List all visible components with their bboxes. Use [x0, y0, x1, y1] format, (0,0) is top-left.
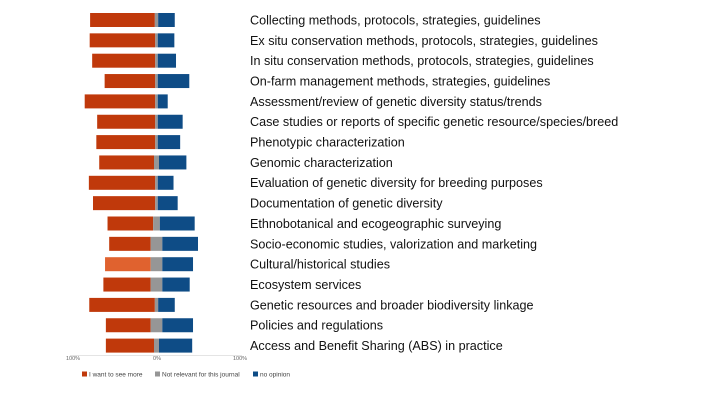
category-label: Ex situ conservation methods, protocols,…: [250, 34, 598, 48]
category-label: Collecting methods, protocols, strategie…: [250, 13, 541, 27]
category-label: Ethnobotanical and ecogeographic surveyi…: [250, 217, 501, 231]
bar-not-relevant: [155, 196, 158, 211]
bar-no-opinion: [158, 338, 193, 353]
category-label: Case studies or reports of specific gene…: [250, 115, 618, 129]
category-label: Cultural/historical studies: [250, 258, 390, 272]
bar-want-more: [90, 13, 155, 27]
bar-want-more: [105, 257, 151, 272]
category-label: Assessment/review of genetic diversity s…: [250, 95, 542, 109]
bar-want-more: [105, 318, 151, 333]
bar-not-relevant: [155, 135, 158, 150]
bar-no-opinion: [159, 216, 195, 231]
legend-label: I want to see more: [89, 372, 143, 379]
bar-want-more: [103, 277, 151, 292]
bar-no-opinion: [157, 94, 168, 109]
bar-not-relevant: [150, 257, 163, 272]
bar-no-opinion: [158, 155, 187, 170]
bar-not-relevant: [155, 53, 158, 68]
bar-no-opinion: [157, 196, 178, 211]
bar-want-more: [107, 216, 154, 231]
category-label: Policies and regulations: [250, 319, 383, 333]
bar-want-more: [89, 33, 156, 48]
bar-not-relevant: [155, 94, 158, 109]
bar-not-relevant: [150, 277, 163, 292]
bar-not-relevant: [154, 155, 159, 170]
bar-want-more: [97, 114, 156, 129]
legend-swatch: [155, 371, 160, 377]
bar-not-relevant: [153, 216, 160, 231]
bar-not-relevant: [154, 338, 159, 353]
category-label: Genomic characterization: [250, 156, 393, 170]
legend-swatch: [253, 371, 258, 377]
bar-want-more: [109, 236, 151, 251]
bar-not-relevant: [150, 236, 163, 251]
bar-not-relevant: [155, 74, 158, 89]
bar-not-relevant: [155, 33, 158, 48]
bar-want-more: [105, 338, 155, 353]
bar-no-opinion: [157, 74, 190, 89]
tick-label: 0%: [153, 356, 161, 362]
legend-label: Not relevant for this journal: [162, 372, 240, 379]
legend-swatch: [82, 371, 87, 377]
bar-no-opinion: [157, 175, 174, 190]
bar-want-more: [88, 175, 156, 190]
bar-no-opinion: [157, 114, 183, 129]
category-label: Genetic resources and broader biodiversi…: [250, 298, 534, 312]
legend-label: no opinion: [260, 372, 290, 379]
bar-not-relevant: [154, 297, 159, 312]
bar-not-relevant: [155, 114, 158, 129]
category-label: On-farm management methods, strategies, …: [250, 74, 550, 88]
bar-want-more: [89, 297, 155, 312]
category-label: Ecosystem services: [250, 278, 361, 292]
bar-no-opinion: [157, 53, 177, 68]
category-label: Access and Benefit Sharing (ABS) in prac…: [250, 339, 503, 353]
bar-want-more: [104, 74, 156, 89]
tick-label: 100%: [66, 356, 80, 362]
bar-no-opinion: [162, 257, 194, 272]
bar-no-opinion: [162, 318, 194, 333]
bar-no-opinion: [162, 236, 198, 251]
category-label: In situ conservation methods, protocols,…: [250, 54, 594, 68]
bar-no-opinion: [158, 297, 175, 312]
tick-label: 100%: [233, 356, 247, 362]
bar-want-more: [84, 94, 156, 109]
bar-want-more: [92, 53, 156, 68]
bar-want-more: [96, 135, 156, 150]
bar-not-relevant: [150, 318, 163, 333]
bar-no-opinion: [157, 33, 175, 48]
bar-not-relevant: [154, 13, 159, 27]
bar-want-more: [93, 196, 156, 211]
category-label: Evaluation of genetic diversity for bree…: [250, 176, 543, 190]
bar-no-opinion: [158, 13, 175, 27]
bar-want-more: [99, 155, 155, 170]
category-label: Documentation of genetic diversity: [250, 197, 443, 211]
bar-no-opinion: [157, 135, 181, 150]
bar-not-relevant: [155, 175, 158, 190]
category-label: Phenotypic characterization: [250, 136, 405, 150]
category-label: Socio-economic studies, valorization and…: [250, 237, 537, 251]
bar-no-opinion: [162, 277, 190, 292]
